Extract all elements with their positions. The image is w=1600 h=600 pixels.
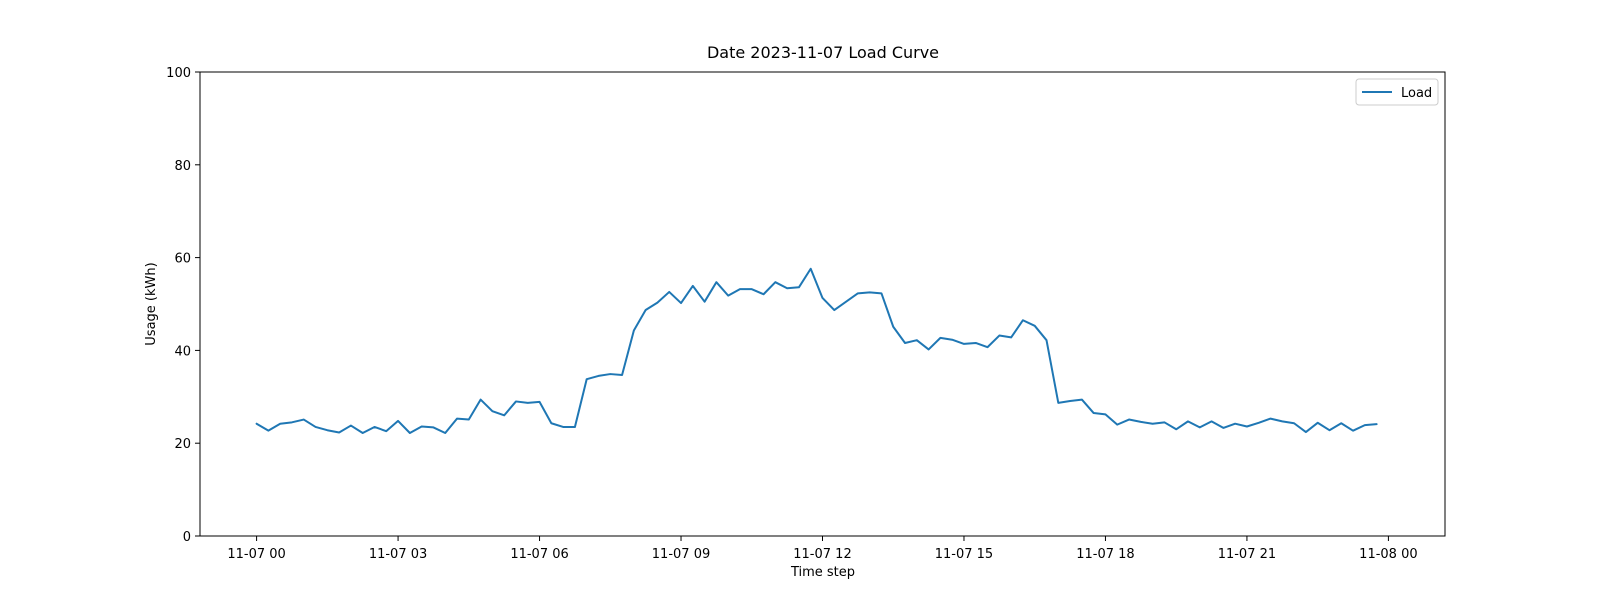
axes-frame bbox=[199, 71, 1446, 537]
y-tick-label: 0 bbox=[183, 530, 191, 545]
x-axis-label: Time step bbox=[790, 565, 855, 580]
x-tick-label: 11-07 09 bbox=[652, 547, 710, 562]
plot-area bbox=[200, 72, 1445, 536]
x-tick-label: 11-08 00 bbox=[1359, 547, 1417, 562]
legend-label-load: Load bbox=[1401, 86, 1432, 101]
x-tick-label: 11-07 18 bbox=[1076, 547, 1134, 562]
x-tick-label: 11-07 06 bbox=[510, 547, 568, 562]
x-tick-label: 11-07 12 bbox=[793, 547, 851, 562]
x-tick-label: 11-07 03 bbox=[369, 547, 427, 562]
y-tick-label: 80 bbox=[174, 159, 191, 174]
axes-background bbox=[200, 72, 1445, 536]
x-tick-label: 11-07 15 bbox=[935, 547, 993, 562]
y-axis-label: Usage (kWh) bbox=[144, 262, 159, 345]
y-axis: 0 20 40 60 80 100 bbox=[166, 66, 200, 545]
y-tick-label: 100 bbox=[166, 66, 191, 81]
y-tick-label: 60 bbox=[174, 252, 191, 267]
y-tick-label: 40 bbox=[174, 344, 191, 359]
x-tick-label: 11-07 21 bbox=[1218, 547, 1276, 562]
series-layer bbox=[255, 267, 1378, 434]
legend-box bbox=[1355, 78, 1439, 106]
y-tick-label: 20 bbox=[174, 437, 191, 452]
x-tick-label: 11-07 00 bbox=[227, 547, 285, 562]
chart-title: Date 2023-11-07 Load Curve bbox=[707, 43, 939, 62]
legend: Load bbox=[1355, 78, 1439, 106]
series-line-load bbox=[255, 267, 1378, 434]
x-axis: 11-07 00 11-07 03 11-07 06 11-07 09 11-07 12… bbox=[227, 536, 1418, 562]
